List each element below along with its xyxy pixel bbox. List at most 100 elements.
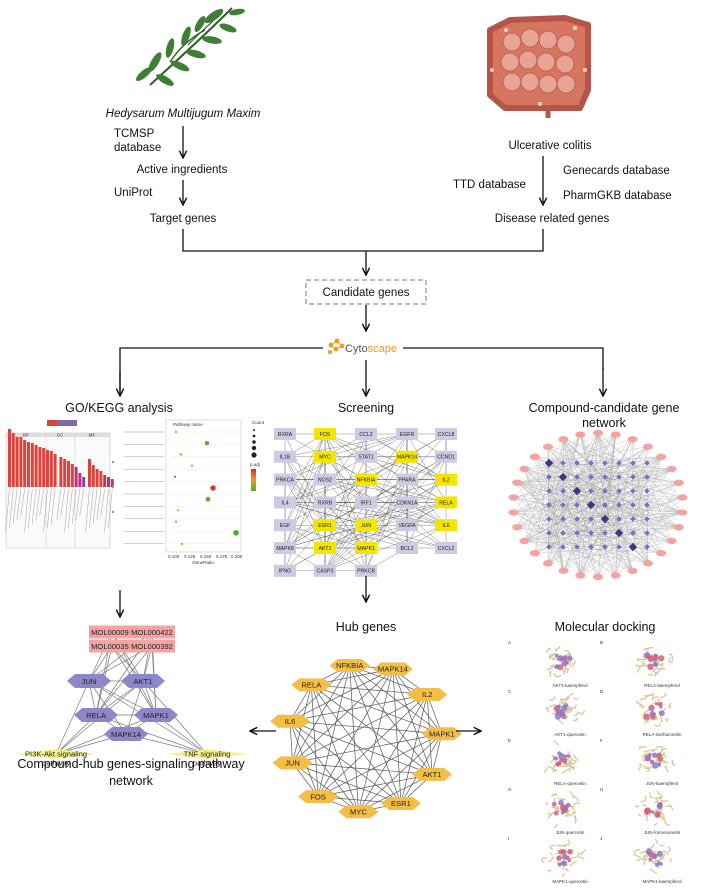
- herb-illustration: [135, 7, 245, 86]
- screening-node-label: CXCL8: [438, 432, 455, 438]
- go-mf-tag: MF: [89, 433, 96, 438]
- screening-node: [355, 428, 377, 440]
- candidate-gene-node: [588, 488, 594, 494]
- candidate-gene-node: [602, 488, 608, 494]
- molecule-node: [89, 639, 135, 653]
- screening-node: [435, 519, 457, 532]
- screening-node: [274, 428, 296, 440]
- compound-node: [627, 436, 638, 443]
- compound-node: [677, 509, 688, 516]
- merge-connector: [182, 229, 544, 252]
- screening-node: [396, 542, 418, 554]
- screening-title: Screening: [338, 401, 394, 415]
- candidate-gene-node: [602, 502, 608, 508]
- docking-panel: J MAPK1-kaempferol: [600, 836, 682, 884]
- screening-node: [314, 519, 336, 532]
- compound-network-title-line1: Compound-candidate gene: [529, 401, 680, 415]
- screening-node: [435, 428, 457, 440]
- kegg-dot: [174, 475, 176, 478]
- ttd-label: TTD database: [453, 179, 526, 191]
- candidate-gene-node: [560, 488, 566, 494]
- go-bar: [34, 445, 38, 487]
- candidate-gene-node: [574, 474, 580, 480]
- go-bar: [67, 461, 70, 487]
- screening-node: [274, 564, 296, 577]
- arrow-to-gokegg-line: [119, 347, 323, 394]
- hub-gene-label: RELA: [86, 711, 107, 720]
- candidate-gene-node: [586, 500, 596, 510]
- screening-node: [314, 450, 336, 463]
- screening-network: RXRA FOS CCL2 EGFR CXCL8 IL1B MYC STAT1 MAPK14 CC…: [274, 428, 457, 577]
- hub-node-label: RELA: [301, 681, 322, 690]
- go-bar: [88, 459, 91, 487]
- kegg-pathway-labels: [124, 431, 164, 544]
- hub-node: [372, 662, 413, 676]
- kegg-count-title: Count: [252, 420, 265, 425]
- screening-node: [396, 519, 418, 532]
- go-bar: [63, 459, 67, 487]
- hub-gene-node: [134, 708, 178, 722]
- docking-panel-letter: E: [508, 738, 511, 743]
- target-genes-label: Target genes: [150, 213, 217, 225]
- uniprot-label: UniProt: [114, 187, 153, 199]
- compound-node: [512, 479, 523, 486]
- docking-caption: JUN-quercetin: [556, 830, 585, 835]
- candidate-gene-node: [602, 530, 608, 536]
- docking-panels: A AKT1-kaempferol B RELA-kaempferol C AKT1-qu…: [508, 640, 682, 884]
- docking-caption: JUN-kaempferol: [646, 781, 679, 786]
- screening-node: [274, 450, 296, 463]
- compound-node: [529, 453, 540, 461]
- candidate-gene-node: [574, 516, 580, 522]
- candidate-gene-node: [630, 502, 636, 508]
- screening-node: [274, 496, 296, 509]
- candidate-gene-node: [560, 516, 566, 522]
- hub-node: [270, 714, 311, 728]
- kegg-dot: [176, 509, 180, 512]
- screening-node-label: CCL2: [359, 432, 372, 438]
- screening-node-label: MAPK8: [276, 546, 294, 552]
- screening-node: [435, 496, 457, 509]
- candidate-gene-node: [560, 460, 566, 466]
- kegg-xtick-4: 0.175: [216, 554, 228, 559]
- screening-node-label: JUN: [361, 523, 371, 529]
- screening-node: [396, 428, 418, 440]
- screening-node: [314, 564, 336, 577]
- disease-name: Ulcerative colitis: [508, 140, 591, 152]
- hub-node: [338, 805, 379, 819]
- candidate-gene-node: [602, 474, 608, 480]
- kegg-dot: [180, 542, 184, 546]
- kegg-dot: [205, 496, 211, 502]
- herb-name: Hedysarum Multijugum Maxim: [106, 108, 261, 120]
- docking-caption: MAPK1-kaempferol: [642, 879, 681, 884]
- candidate-gene-node: [630, 460, 636, 466]
- candidate-gene-node: [644, 544, 650, 550]
- compound-candidate-network: [508, 429, 688, 581]
- screening-node-label: NFKBIA: [357, 478, 376, 484]
- screening-node: [355, 564, 377, 577]
- go-bar: [53, 454, 57, 487]
- docking-panel-letter: H: [600, 787, 603, 792]
- candidate-gene-node: [588, 530, 594, 536]
- screening-node-label: VEGFA: [398, 523, 416, 529]
- candidate-gene-node: [616, 544, 622, 550]
- hub-node-label: AKT1: [423, 770, 442, 779]
- compound-node: [642, 560, 653, 567]
- pathway-network-title-line1: Compound-hub genes-signaling pathway: [17, 757, 245, 771]
- molecule-node: [129, 639, 175, 653]
- candidate-gene-node: [630, 530, 636, 536]
- candidate-gene-node: [616, 488, 622, 494]
- screening-node-label: RELA: [439, 500, 453, 506]
- candidate-gene-node: [616, 460, 622, 466]
- go-bar: [110, 479, 114, 487]
- kegg-padj-title: p.adj: [250, 462, 260, 467]
- candidate-gene-node: [560, 530, 566, 536]
- docking-title: Molecular docking: [555, 620, 656, 634]
- kegg-dot: [174, 430, 178, 434]
- candidate-gene-node: [644, 502, 650, 508]
- candidate-gene-node: [602, 544, 608, 550]
- hub-node: [272, 756, 313, 770]
- candidate-gene-node: [574, 530, 580, 536]
- candidate-gene-node: [644, 474, 650, 480]
- candidate-gene-node: [616, 474, 622, 480]
- hub-node: [329, 658, 370, 672]
